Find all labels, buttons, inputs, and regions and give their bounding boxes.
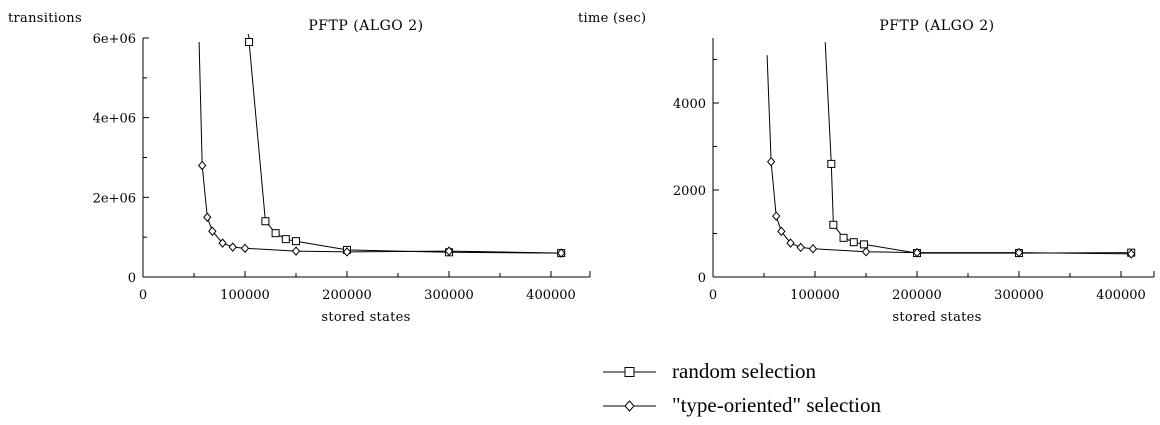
data-point-diamond [208, 226, 217, 236]
data-point-square [859, 240, 868, 249]
data-point-diamond [786, 238, 795, 248]
data-point-diamond [766, 156, 776, 167]
y-tick-label: 2000 [673, 184, 706, 199]
x-tick-label: 0 [709, 288, 717, 303]
data-point-diamond [796, 242, 805, 253]
data-point-diamond [912, 247, 922, 258]
x-tick-label: 400000 [526, 288, 576, 303]
data-point-diamond [777, 226, 786, 237]
data-point-diamond [444, 246, 454, 256]
data-point-square [261, 217, 270, 226]
data-point-square [849, 238, 858, 247]
data-point-diamond [218, 238, 227, 248]
x-tick-label: 300000 [994, 288, 1044, 303]
data-point-square [829, 220, 838, 229]
data-point-diamond [291, 246, 301, 256]
data-point-diamond [197, 160, 207, 171]
x-tick-label: 0 [139, 288, 147, 303]
y-tick-label: 4e+06 [93, 112, 136, 127]
series-line-random [247, 33, 562, 254]
data-point-diamond [1127, 249, 1136, 259]
data-point-diamond [557, 248, 566, 258]
data-point-square [245, 37, 254, 46]
x-tick-label: 200000 [322, 288, 372, 303]
y-tick-label: 0 [698, 271, 706, 286]
data-point-square [827, 159, 836, 168]
data-point-square [839, 233, 848, 242]
y-tick-label: 2e+06 [93, 191, 136, 206]
left-chart: transitions PFTP (ALGO 2) stored states … [8, 11, 591, 325]
x-tick-label: 300000 [424, 288, 474, 303]
data-point-diamond [342, 247, 352, 257]
data-point-diamond [808, 243, 818, 254]
x-tick-label: 100000 [220, 288, 270, 303]
left-y-axis-title: transitions [8, 11, 82, 26]
data-point-diamond [203, 212, 212, 223]
series-line-random [824, 42, 1132, 254]
x-tick-label: 400000 [1096, 288, 1146, 303]
right-y-axis-title: time (sec) [578, 11, 646, 26]
legend-square-marker [624, 367, 635, 377]
legend-item-random: random selection [603, 359, 817, 383]
left-x-axis-title: stored states [321, 310, 410, 325]
legend-diamond-marker [624, 400, 635, 412]
y-tick-label: 6e+06 [93, 32, 136, 47]
data-point-diamond [1014, 247, 1024, 258]
y-tick-label: 4000 [673, 97, 706, 112]
data-point-diamond [861, 247, 871, 257]
legend-label-type-oriented: "type-oriented" selection [672, 393, 881, 417]
legend-item-type-oriented: "type-oriented" selection [603, 393, 881, 417]
right-x-axis-title: stored states [892, 310, 981, 325]
right-chart: time (sec) PFTP (ALGO 2) stored states 0… [578, 11, 1155, 325]
legend: random selection "type-oriented" selecti… [603, 359, 881, 417]
data-point-diamond [240, 243, 250, 254]
data-point-diamond [772, 211, 781, 221]
x-tick-label: 200000 [892, 288, 942, 303]
data-point-square [271, 229, 280, 238]
data-point-square [292, 237, 300, 246]
x-tick-label: 100000 [790, 288, 840, 303]
right-chart-title: PFTP (ALGO 2) [879, 18, 994, 34]
series-line-type-oriented [198, 41, 562, 254]
left-chart-title: PFTP (ALGO 2) [308, 18, 423, 34]
legend-label-random: random selection [672, 359, 817, 383]
data-point-diamond [228, 242, 237, 252]
series-line-type-oriented [766, 55, 1132, 255]
data-point-square [281, 235, 290, 244]
y-tick-label: 0 [128, 271, 136, 286]
